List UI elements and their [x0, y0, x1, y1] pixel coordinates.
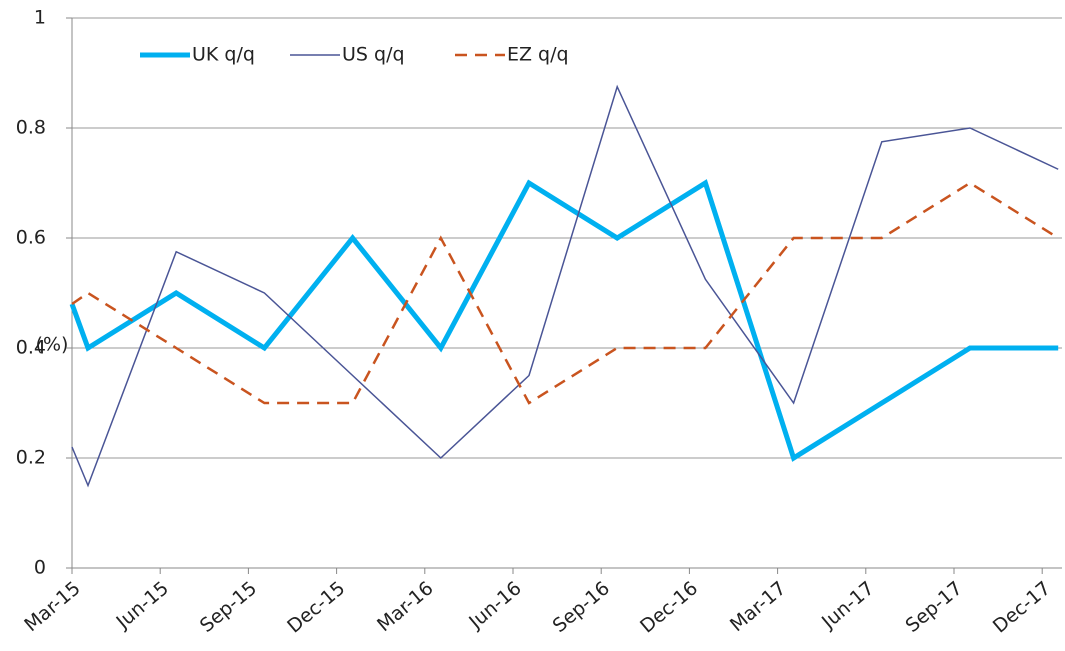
y-tick-label: 0.2	[16, 447, 46, 469]
y-tick-label: 0.4	[16, 337, 46, 359]
x-tick-label: Sep-15	[196, 577, 261, 637]
x-tick-label: Mar-16	[373, 577, 437, 636]
y-tick-label: 1	[34, 7, 46, 29]
x-tick-label: Jun-15	[112, 577, 173, 634]
x-tick-label: Sep-17	[901, 577, 966, 637]
legend-label: EZ q/q	[507, 44, 569, 66]
x-tick-label: Dec-16	[636, 577, 702, 637]
series-line	[71, 181, 1059, 405]
series-line	[71, 84, 1059, 488]
x-tick-label: Sep-16	[549, 577, 614, 637]
x-tick-label: Jun-16	[464, 577, 525, 634]
y-tick-label: 0.8	[16, 117, 46, 139]
x-tick-label: Jun-17	[817, 577, 878, 634]
legend-label: UK q/q	[192, 44, 255, 66]
legend-label: US q/q	[342, 44, 405, 66]
y-tick-label: 0.6	[16, 227, 46, 249]
x-tick-label: Dec-17	[989, 577, 1055, 637]
y-axis-label: (%)	[36, 334, 69, 356]
series-line	[69, 179, 1059, 462]
x-tick-label: Mar-17	[726, 577, 790, 636]
x-tick-label: Mar-15	[20, 577, 84, 636]
x-tick-label: Dec-15	[283, 577, 349, 637]
y-tick-label: 0	[34, 557, 46, 579]
